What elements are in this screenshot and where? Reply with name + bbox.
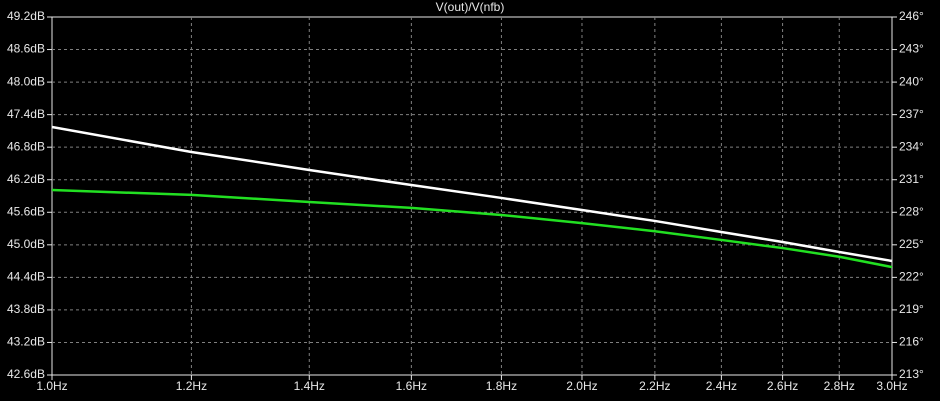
y-tick-label: 45.6dB [7,204,45,218]
x-tick-label: 2.2Hz [639,379,670,393]
data-line [51,188,893,269]
x-tick-label: 1.8Hz [486,379,517,393]
chart-title: V(out)/V(nfb) [436,0,505,14]
x-tick-label: 2.8Hz [824,379,855,393]
y2-tick-label: 228° [899,204,924,218]
x-tick-label: 2.0Hz [566,379,597,393]
x-tick-label: 1.2Hz [176,379,207,393]
y2-tick-label: 237° [899,107,924,121]
y-tick-label: 48.6dB [7,42,45,56]
y2-tick-label: 243° [899,42,924,56]
x-tick-label: 1.0Hz [36,379,67,393]
y2-tick-label: 225° [899,237,924,251]
y-tick-label: 46.8dB [7,139,45,153]
y2-tick-label: 219° [899,302,924,316]
y-tick-label: 48.0dB [7,74,45,88]
x-tick-label: 2.4Hz [706,379,737,393]
y2-tick-label: 240° [899,74,924,88]
y-tick-label: 43.8dB [7,302,45,316]
y2-tick-label: 234° [899,139,924,153]
x-tick-label: 2.6Hz [767,379,798,393]
x-tick-label: 1.4Hz [294,379,325,393]
y-tick-label: 49.2dB [7,9,45,23]
y-tick-label: 46.2dB [7,172,45,186]
y-tick-label: 45.0dB [7,237,45,251]
x-tick-label: 3.0Hz [876,379,907,393]
x-tick-label: 1.6Hz [396,379,427,393]
y2-tick-label: 216° [899,335,924,349]
y2-tick-label: 231° [899,172,924,186]
y2-tick-label: 222° [899,270,924,284]
y2-tick-label: 246° [899,9,924,23]
y-tick-label: 47.4dB [7,107,45,121]
y-tick-label: 44.4dB [7,270,45,284]
y2-tick-label: 213° [899,367,924,381]
y-tick-label: 42.6dB [7,367,45,381]
data-line [51,125,893,263]
y-tick-label: 43.2dB [7,335,45,349]
plot-frame [51,16,893,376]
